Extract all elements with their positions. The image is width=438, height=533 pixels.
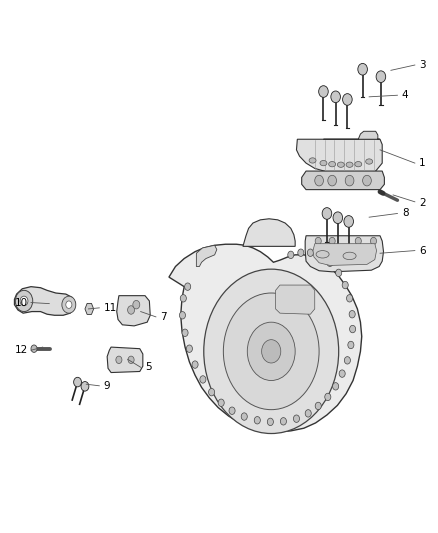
Circle shape: [344, 216, 353, 227]
Polygon shape: [14, 287, 75, 316]
Polygon shape: [85, 303, 94, 314]
Circle shape: [339, 370, 345, 377]
Text: 9: 9: [104, 381, 110, 391]
Ellipse shape: [355, 161, 362, 167]
Circle shape: [333, 212, 343, 223]
Circle shape: [182, 329, 188, 336]
Circle shape: [376, 71, 386, 83]
Circle shape: [343, 94, 352, 106]
Circle shape: [329, 237, 335, 245]
Ellipse shape: [366, 159, 373, 164]
Text: 10: 10: [14, 297, 28, 308]
Text: 11: 11: [104, 303, 117, 313]
Circle shape: [322, 208, 332, 219]
Circle shape: [185, 283, 191, 290]
Circle shape: [325, 393, 331, 401]
Circle shape: [81, 382, 89, 391]
Circle shape: [371, 237, 377, 245]
Polygon shape: [313, 244, 377, 265]
Circle shape: [247, 322, 295, 381]
Text: 8: 8: [402, 208, 408, 219]
Circle shape: [127, 306, 134, 314]
Text: 2: 2: [419, 198, 426, 208]
Circle shape: [62, 296, 76, 313]
Circle shape: [128, 356, 134, 364]
Text: 6: 6: [419, 246, 426, 256]
Circle shape: [346, 295, 353, 302]
Circle shape: [20, 296, 28, 306]
Polygon shape: [243, 219, 295, 246]
Circle shape: [315, 402, 321, 410]
Circle shape: [66, 301, 72, 309]
Circle shape: [307, 249, 314, 256]
Ellipse shape: [346, 162, 353, 167]
Polygon shape: [169, 244, 362, 432]
Circle shape: [229, 407, 235, 415]
Ellipse shape: [320, 160, 327, 166]
Circle shape: [116, 356, 122, 364]
Circle shape: [241, 413, 247, 420]
Text: 3: 3: [419, 60, 426, 70]
Text: 4: 4: [402, 90, 408, 100]
Polygon shape: [302, 171, 385, 190]
Text: 7: 7: [160, 312, 167, 322]
Circle shape: [327, 259, 333, 266]
Polygon shape: [297, 139, 382, 175]
Circle shape: [342, 281, 348, 289]
Circle shape: [208, 389, 215, 396]
Circle shape: [204, 269, 339, 433]
Circle shape: [218, 399, 224, 407]
Circle shape: [267, 418, 273, 425]
Circle shape: [332, 383, 339, 390]
Circle shape: [315, 237, 321, 245]
Circle shape: [15, 290, 33, 312]
Circle shape: [298, 249, 304, 256]
Circle shape: [223, 293, 319, 410]
Circle shape: [180, 295, 186, 302]
Circle shape: [345, 175, 354, 186]
Circle shape: [317, 252, 323, 260]
Polygon shape: [323, 131, 380, 139]
Circle shape: [288, 251, 294, 259]
Circle shape: [200, 376, 206, 383]
Circle shape: [349, 311, 355, 318]
Polygon shape: [107, 347, 143, 373]
Circle shape: [355, 237, 361, 245]
Polygon shape: [305, 236, 384, 272]
Circle shape: [293, 415, 300, 422]
Ellipse shape: [309, 158, 316, 163]
Circle shape: [315, 175, 323, 186]
Circle shape: [280, 418, 286, 425]
Polygon shape: [276, 285, 315, 314]
Ellipse shape: [343, 252, 356, 260]
Circle shape: [254, 417, 260, 424]
Circle shape: [74, 377, 81, 387]
Circle shape: [363, 175, 371, 186]
Circle shape: [331, 91, 340, 103]
Circle shape: [192, 361, 198, 368]
Circle shape: [261, 340, 281, 363]
Ellipse shape: [337, 162, 344, 167]
Circle shape: [348, 341, 354, 349]
Circle shape: [350, 325, 356, 333]
Circle shape: [319, 86, 328, 98]
Polygon shape: [196, 245, 217, 266]
Circle shape: [336, 269, 342, 277]
Circle shape: [344, 357, 350, 364]
Ellipse shape: [328, 161, 336, 167]
Circle shape: [31, 345, 37, 352]
Circle shape: [180, 312, 185, 319]
Text: 5: 5: [145, 362, 152, 372]
Polygon shape: [117, 296, 150, 326]
Circle shape: [133, 301, 140, 309]
Text: 12: 12: [14, 345, 28, 356]
Ellipse shape: [316, 251, 329, 258]
Circle shape: [358, 63, 367, 75]
Circle shape: [328, 175, 336, 186]
Circle shape: [186, 345, 192, 352]
Text: 1: 1: [419, 158, 426, 168]
Circle shape: [305, 410, 311, 417]
